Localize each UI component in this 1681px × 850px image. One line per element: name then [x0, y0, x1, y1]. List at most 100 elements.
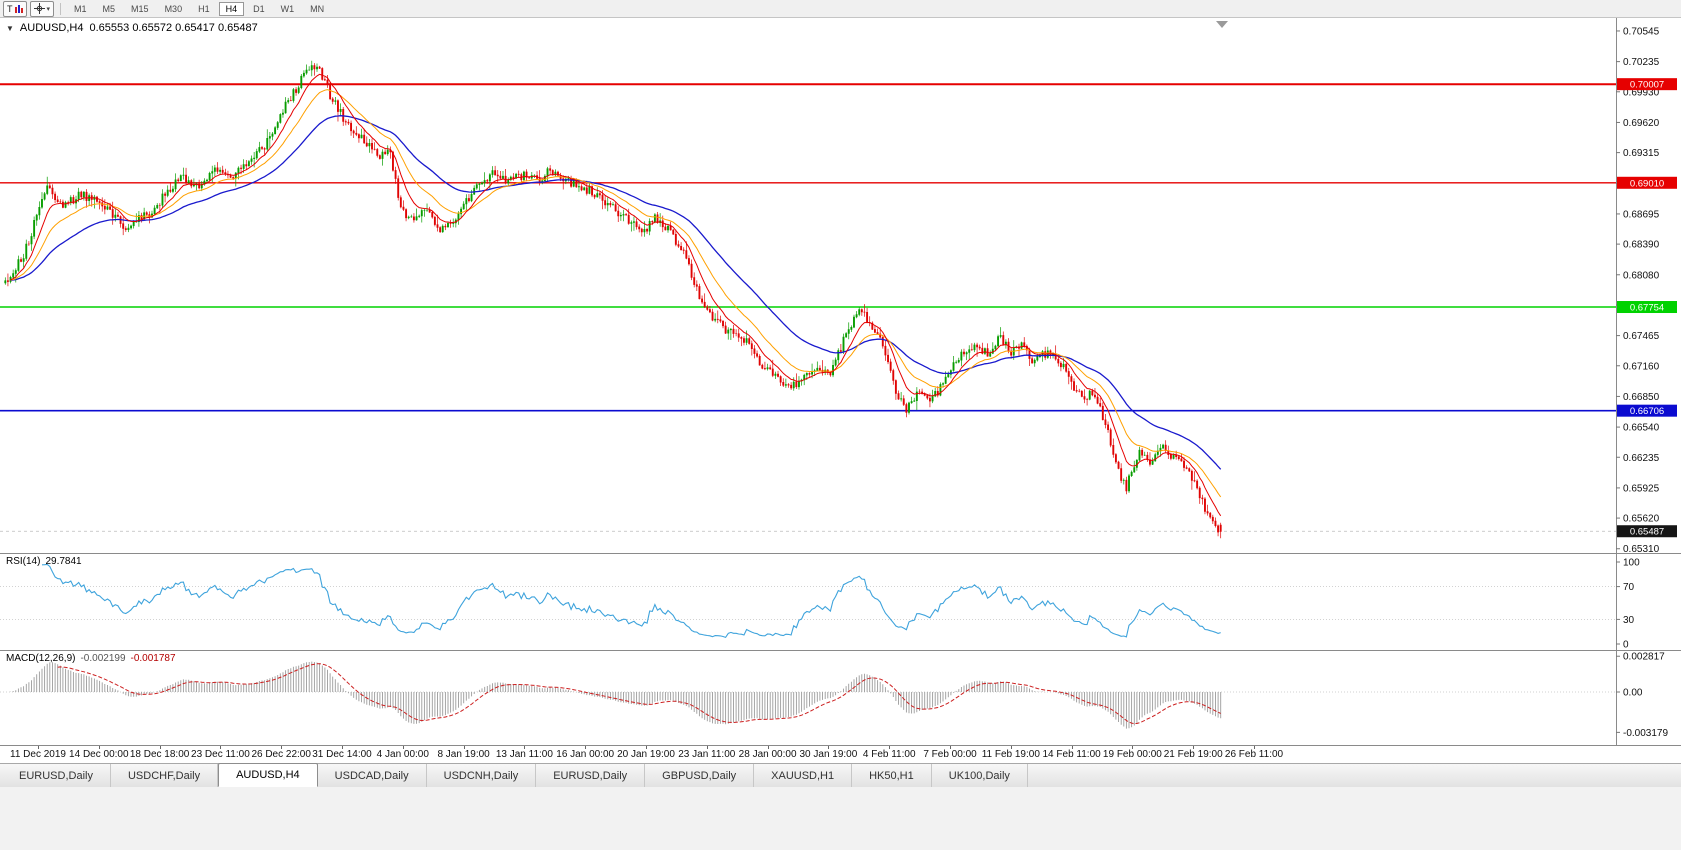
crosshair-dropdown-button[interactable]: ▾ — [29, 0, 55, 17]
time-tick — [342, 746, 343, 749]
chart-tab-hk50-h1[interactable]: HK50,H1 — [852, 764, 932, 787]
time-tick — [1254, 746, 1255, 749]
toolbar-separator — [60, 2, 62, 15]
time-label: 26 Dec 22:00 — [251, 749, 311, 760]
time-tick — [1010, 746, 1012, 749]
templates-icon: T — [7, 3, 13, 14]
collapse-icon[interactable]: ▼ — [6, 24, 14, 33]
time-label: 16 Jan 00:00 — [556, 749, 615, 760]
chart-tab-audusd-h4[interactable]: AUDUSD,H4 — [218, 763, 318, 787]
macd-chart[interactable]: 0.002817 0.00 -0.003179 — [0, 651, 1681, 745]
macd-main-value: -0.002199 — [80, 653, 126, 664]
rsi-value: 29.7841 — [45, 556, 82, 567]
time-tick — [524, 746, 526, 749]
timeframe-button-h4[interactable]: H4 — [218, 1, 245, 16]
rsi-plot — [0, 563, 1616, 639]
bottom-filler — [0, 787, 1681, 850]
svg-text:0.69930: 0.69930 — [1623, 87, 1660, 98]
time-tick — [1071, 746, 1073, 749]
ma-slow-line — [10, 115, 1222, 470]
price-panel: 0.70545 0.70235 0.69930 0.69620 0.69315 0.690… — [0, 18, 1681, 554]
time-tick — [1132, 746, 1134, 749]
chart-tab-xauusd-h1[interactable]: XAUUSD,H1 — [754, 764, 853, 787]
rsi-header: RSI(14) 29.7841 — [6, 556, 82, 567]
time-axis[interactable]: 11 Dec 2019 14 Dec 00:00 18 Dec 18:00 23 De… — [0, 746, 1681, 763]
time-label: 8 Jan 19:00 — [437, 749, 490, 760]
rsi-title: RSI(14) — [6, 556, 41, 567]
horizontal-lines[interactable] — [0, 83, 1616, 532]
chart-tab-eurusd-daily[interactable]: EURUSD,Daily — [2, 764, 111, 787]
timeframe-button-m30[interactable]: M30 — [158, 2, 190, 16]
rsi-chart[interactable]: 100 70 30 0 — [0, 554, 1681, 650]
chart-symbol-label: AUDUSD,H4 — [19, 22, 84, 34]
time-label: 31 Dec 14:00 — [312, 749, 372, 760]
svg-text:0.65310: 0.65310 — [1623, 544, 1660, 553]
svg-text:0.68080: 0.68080 — [1623, 270, 1660, 281]
svg-text:0.67160: 0.67160 — [1623, 361, 1660, 372]
time-label: 14 Feb 11:00 — [1042, 749, 1101, 760]
time-label: 28 Jan 00:00 — [738, 749, 797, 760]
chart-tab-usdcad-daily[interactable]: USDCAD,Daily — [318, 764, 427, 787]
candles — [4, 60, 1222, 539]
time-label: 4 Jan 00:00 — [376, 749, 429, 760]
svg-text:0.66706: 0.66706 — [1630, 406, 1664, 417]
svg-text:0.67754: 0.67754 — [1630, 303, 1664, 314]
timeframe-button-m1[interactable]: M1 — [67, 2, 94, 16]
chart-tab-usdcnh-daily[interactable]: USDCNH,Daily — [427, 764, 537, 787]
timeframe-button-h1[interactable]: H1 — [191, 2, 217, 16]
rsi-panel: 100 70 30 0 RSI(14) 29.7841 — [0, 554, 1681, 651]
ma-fast-line — [10, 73, 1222, 517]
timeframe-button-w1[interactable]: W1 — [274, 2, 302, 16]
macd-axis[interactable]: 0.002817 0.00 -0.003179 — [1616, 651, 1668, 745]
time-tick — [402, 746, 404, 749]
time-label: 23 Dec 11:00 — [191, 749, 250, 760]
chart-tab-bar: EURUSD,Daily USDCHF,Daily AUDUSD,H4 USDCAD,… — [0, 763, 1681, 787]
toolbar: T ▾ M1 M5 M15 M30 H1 H4 D1 W1 MN — [0, 0, 1681, 18]
macd-plot — [0, 661, 1616, 729]
svg-text:0: 0 — [1623, 640, 1629, 651]
time-tick — [38, 746, 39, 749]
chart-header: ▼ AUDUSD,H4 0.65553 0.65572 0.65417 0.65… — [6, 22, 258, 34]
time-tick — [159, 746, 161, 749]
price-axis[interactable]: 0.70545 0.70235 0.69930 0.69620 0.69315 0.690… — [1616, 18, 1677, 553]
chart-tab-gbpusd-daily[interactable]: GBPUSD,Daily — [645, 764, 755, 787]
time-tick — [281, 746, 283, 749]
svg-text:0.68695: 0.68695 — [1623, 209, 1660, 220]
timeframe-button-m5[interactable]: M5 — [96, 2, 123, 16]
svg-text:0.002817: 0.002817 — [1623, 652, 1665, 663]
svg-text:0.69315: 0.69315 — [1623, 148, 1660, 159]
time-label: 19 Feb 00:00 — [1102, 749, 1162, 760]
timeframe-button-m15[interactable]: M15 — [124, 2, 156, 16]
time-label: 11 Feb 19:00 — [981, 749, 1040, 760]
time-label: 26 Feb 11:00 — [1224, 749, 1284, 760]
svg-text:0.65925: 0.65925 — [1623, 483, 1660, 494]
svg-text:0.70545: 0.70545 — [1623, 26, 1660, 37]
rsi-axis[interactable]: 100 70 30 0 — [1616, 554, 1640, 650]
svg-text:0.68390: 0.68390 — [1623, 240, 1660, 251]
chart-tab-uk100-daily[interactable]: UK100,Daily — [932, 764, 1028, 787]
svg-text:0.67465: 0.67465 — [1623, 331, 1660, 342]
time-label: 21 Feb 19:00 — [1163, 749, 1223, 760]
svg-text:0.70235: 0.70235 — [1623, 57, 1660, 68]
timeframe-button-mn[interactable]: MN — [303, 2, 331, 16]
time-tick — [767, 746, 769, 749]
svg-text:0.00: 0.00 — [1623, 688, 1643, 699]
time-tick — [220, 746, 222, 749]
time-tick — [950, 746, 951, 749]
price-chart[interactable]: 0.70545 0.70235 0.69930 0.69620 0.69315 0.690… — [0, 18, 1681, 553]
svg-text:0.65487: 0.65487 — [1630, 527, 1664, 538]
time-tick — [98, 746, 100, 749]
svg-text:0.66850: 0.66850 — [1623, 392, 1660, 403]
time-tick — [706, 746, 708, 749]
shift-marker-icon[interactable] — [1216, 21, 1228, 28]
time-tick — [889, 746, 891, 749]
templates-button[interactable]: T — [3, 0, 27, 17]
svg-text:0.69620: 0.69620 — [1623, 118, 1660, 129]
svg-text:30: 30 — [1623, 615, 1635, 626]
svg-text:0.66235: 0.66235 — [1623, 453, 1660, 464]
timeframe-button-d1[interactable]: D1 — [246, 2, 272, 16]
chart-tab-usdchf-daily[interactable]: USDCHF,Daily — [111, 764, 219, 787]
time-label: 18 Dec 18:00 — [129, 749, 190, 760]
chart-tab-eurusd-daily[interactable]: EURUSD,Daily — [536, 764, 646, 787]
time-label: 11 Dec 2019 — [10, 749, 66, 760]
